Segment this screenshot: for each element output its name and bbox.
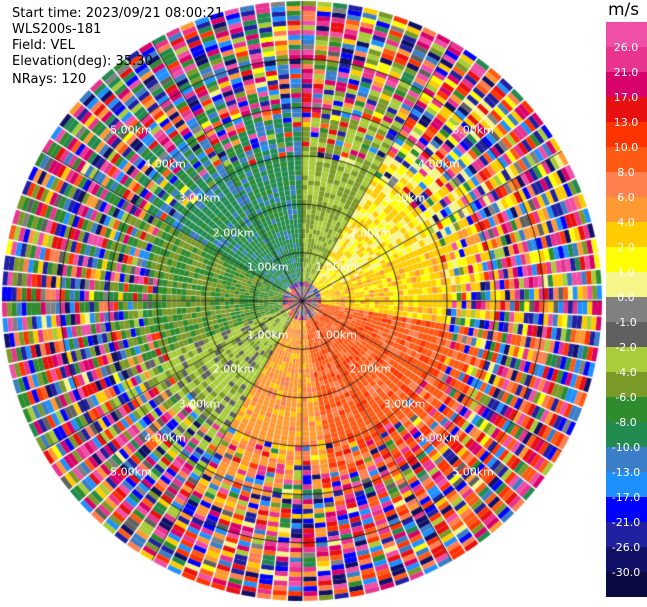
colorbar-tick-label: -6.0 <box>615 391 636 404</box>
range-ring-label: 4.00km <box>418 431 460 445</box>
colorbar-tick-label: 1.0 <box>617 266 635 279</box>
colorbar-tick-label: -2.0 <box>615 341 636 354</box>
range-ring-label: 2.00km <box>349 362 392 376</box>
colorbar-tick-label: -21.0 <box>612 516 640 529</box>
range-ring-label: 3.00km <box>178 191 221 205</box>
colorbar-segment <box>606 147 647 173</box>
range-ring-label: 5.00km <box>452 123 494 137</box>
colorbar-segment <box>606 97 647 123</box>
colorbar-segment <box>606 72 647 98</box>
colorbar-segment <box>606 347 647 373</box>
field-label: Field: VEL <box>12 38 75 53</box>
colorbar-tick-label: -30.0 <box>612 566 640 579</box>
range-ring-label: 1.00km <box>247 328 289 342</box>
colorbar-tick-label: -17.0 <box>612 491 640 504</box>
range-ring-label: 5.00km <box>452 465 494 479</box>
colorbar-segment <box>606 522 647 548</box>
colorbar-tick-label: 2.0 <box>617 241 635 254</box>
range-ring-label: 4.00km <box>144 431 186 445</box>
colorbar-tick-label: -4.0 <box>615 366 636 379</box>
colorbar-segment <box>606 197 647 223</box>
colorbar-segment <box>606 547 647 573</box>
range-ring-label: 3.00km <box>383 191 426 205</box>
elevation-label: Elevation(deg): 35.30 <box>12 54 153 69</box>
colorbar-segment <box>606 172 647 198</box>
colorbar-tick-label: 21.0 <box>614 66 639 79</box>
range-ring-label: 1.00km <box>247 260 289 274</box>
device-label: WLS200s-181 <box>12 22 102 37</box>
range-ring-label: 4.00km <box>418 157 460 171</box>
colorbar-tick-label: 10.0 <box>614 141 639 154</box>
colorbar-tick-label: -8.0 <box>615 416 636 429</box>
colorbar-segment <box>606 397 647 423</box>
colorbar-segment <box>606 47 647 73</box>
range-ring-label: 1.00km <box>315 260 357 274</box>
colorbar-tick-label: -13.0 <box>612 466 640 479</box>
colorbar-tick-label: -1.0 <box>615 316 636 329</box>
colorbar-tick-label: 17.0 <box>614 91 639 104</box>
colorbar-segment <box>606 22 647 48</box>
colorbar-segment <box>606 222 647 248</box>
colorbar-tick-label: -26.0 <box>612 541 640 554</box>
range-ring-label: 3.00km <box>178 397 221 411</box>
colorbar-segment <box>606 472 647 498</box>
colorbar-segment <box>606 422 647 448</box>
colorbar-tick-label: 8.0 <box>617 166 635 179</box>
colorbar: 26.0 21.0 17.0 13.0 10.0 8.0 6.0 4.0 2.0 1.0 0.0 -1… <box>606 22 647 597</box>
colorbar-segment <box>606 372 647 398</box>
range-ring-label: 2.00km <box>212 226 255 240</box>
range-ring-label: 3.00km <box>383 397 426 411</box>
colorbar-segment <box>606 447 647 473</box>
colorbar-segment <box>606 297 647 323</box>
nrays-label: NRays: 120 <box>12 72 87 87</box>
range-ring-label: 2.00km <box>349 226 392 240</box>
range-ring-label: 2.00km <box>212 362 255 376</box>
colorbar-segment <box>606 572 647 597</box>
colorbar-tick-label: 4.0 <box>617 216 635 229</box>
colorbar-segment <box>606 322 647 348</box>
range-ring-label: 5.00km <box>110 465 152 479</box>
colorbar-tick-label: 6.0 <box>617 191 635 204</box>
range-ring-label: 4.00km <box>144 157 186 171</box>
colorbar-title: m/s <box>608 0 640 20</box>
colorbar-segment <box>606 497 647 523</box>
colorbar-tick-label: 13.0 <box>614 116 639 129</box>
colorbar-segment <box>606 122 647 148</box>
start-time-label: Start time: 2023/09/21 08:00:21 <box>12 6 224 21</box>
colorbar-segment <box>606 272 647 298</box>
colorbar-tick-label: 0.0 <box>617 291 635 304</box>
colorbar-tick-label: 26.0 <box>614 41 639 54</box>
colorbar-tick-label: -10.0 <box>612 441 640 454</box>
colorbar-segment <box>606 247 647 273</box>
range-ring-label: 5.00km <box>110 123 152 137</box>
range-ring-label: 1.00km <box>315 328 357 342</box>
